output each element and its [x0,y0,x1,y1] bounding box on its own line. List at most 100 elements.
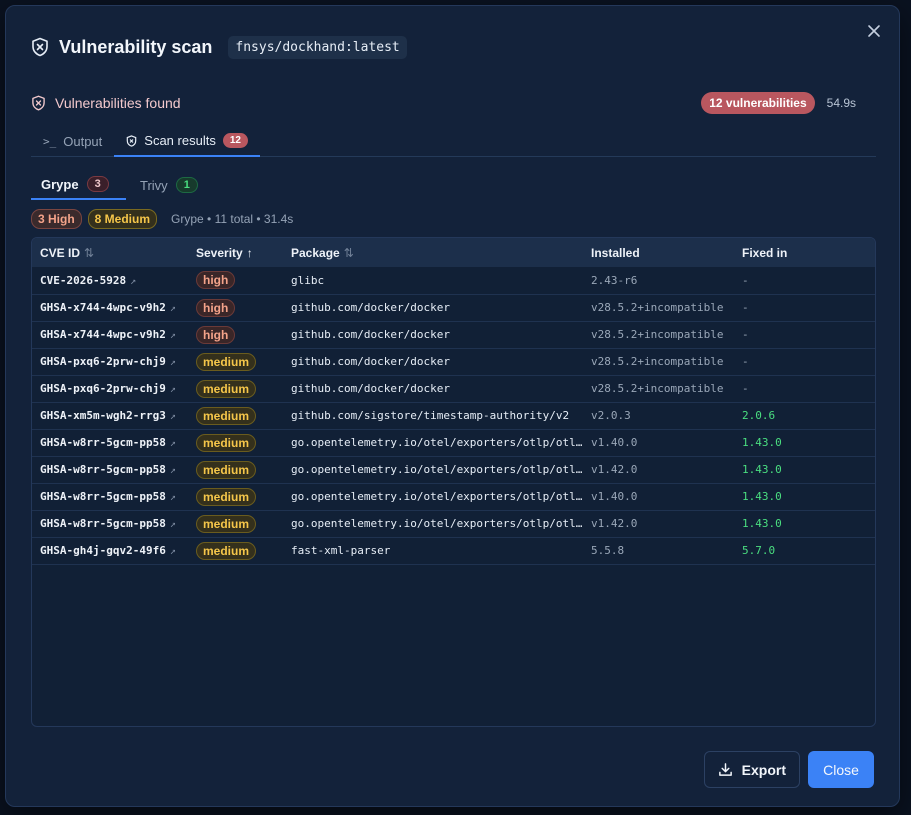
scan-status-row: Vulnerabilities found 12 vulnerabilities… [31,92,876,114]
cve-id-cell[interactable]: GHSA-w8rr-5gcm-pp58 ↗ [32,456,188,483]
cve-id-cell[interactable]: GHSA-gh4j-gqv2-49f6 ↗ [32,537,188,564]
cve-id[interactable]: GHSA-pxq6-2prw-chj9 [40,382,166,395]
grype-count: 3 [86,176,109,192]
severity-badge: high [196,271,236,290]
external-link-icon[interactable]: ↗ [169,465,176,476]
cve-id[interactable]: GHSA-w8rr-5gcm-pp58 [40,463,166,476]
severity-cell: medium [188,348,283,375]
external-link-icon[interactable]: ↗ [169,438,176,449]
table-row[interactable]: GHSA-w8rr-5gcm-pp58 ↗ medium go.opentelemet… [32,429,875,456]
cve-id-cell[interactable]: CVE-2026-5928 ↗ [32,267,188,294]
cve-id[interactable]: GHSA-x744-4wpc-v9h2 [40,301,166,314]
shield-icon [126,134,137,147]
scan-duration: 54.9s [826,96,856,110]
cve-id[interactable]: CVE-2026-5928 [40,273,127,287]
shield-x-icon [32,95,45,111]
installed-version-cell: v28.5.2+incompatible [591,301,724,314]
fixed-version-cell: - [742,382,749,395]
cve-id[interactable]: GHSA-w8rr-5gcm-pp58 [40,436,166,449]
column-severity-label: Severity [196,245,243,260]
package-cell: go.opentelemetry.io/otel/exporters/otlp/… [291,517,583,530]
external-link-icon[interactable]: ↗ [169,411,176,422]
table-row[interactable]: GHSA-x744-4wpc-v9h2 ↗ high github.com/docke… [32,294,875,321]
cve-id-cell[interactable]: GHSA-w8rr-5gcm-pp58 ↗ [32,483,188,510]
external-link-icon[interactable]: ↗ [169,303,176,314]
installed-version-cell: v28.5.2+incompatible [591,382,724,395]
column-installed-label: Installed [591,245,640,260]
external-link-icon[interactable]: ↗ [169,519,176,530]
severity-badge: medium [196,487,257,506]
package-cell: github.com/docker/docker [291,328,450,341]
cve-id[interactable]: GHSA-gh4j-gqv2-49f6 [40,544,166,557]
table-row[interactable]: GHSA-pxq6-2prw-chj9 ↗ medium github.com/doc… [32,375,875,402]
external-link-icon[interactable]: ↗ [169,330,176,341]
table-row[interactable]: GHSA-pxq6-2prw-chj9 ↗ medium github.com/doc… [32,348,875,375]
installed-version-cell: v28.5.2+incompatible [591,328,724,341]
sort-icon: ⇅ [343,245,354,260]
cve-id[interactable]: GHSA-w8rr-5gcm-pp58 [40,490,166,503]
fixed-version-cell: 2.0.6 [742,409,776,422]
image-name-chip: fnsys/dockhand:latest [228,35,407,59]
package-cell: go.opentelemetry.io/otel/exporters/otlp/… [291,463,583,476]
scan-results-count: 12 [222,133,248,148]
close-icon[interactable] [866,23,882,39]
fixed-version-cell: - [742,301,749,314]
cve-id-cell[interactable]: GHSA-x744-4wpc-v9h2 ↗ [32,321,188,348]
main-tabs: >_ Output Scan results 12 [31,126,876,157]
cve-id[interactable]: GHSA-w8rr-5gcm-pp58 [40,517,166,530]
medium-count-badge: 8 Medium [87,209,158,229]
external-link-icon[interactable]: ↗ [169,357,176,368]
severity-badge: medium [196,352,257,371]
severity-badge: medium [196,406,257,425]
table-row[interactable]: CVE-2026-5928 ↗ high glibc 2.43-r6 - [32,267,875,294]
cve-id-cell[interactable]: GHSA-x744-4wpc-v9h2 ↗ [32,294,188,321]
column-header-cve[interactable]: CVE ID ⇅ [32,238,188,267]
cve-id-cell[interactable]: GHSA-pxq6-2prw-chj9 ↗ [32,348,188,375]
tab-output[interactable]: >_ Output [31,126,114,156]
package-cell: github.com/docker/docker [291,301,450,314]
installed-version-cell: v1.42.0 [591,463,638,476]
external-link-icon[interactable]: ↗ [130,275,137,287]
severity-summary: 3 High 8 Medium Grype • 11 total • 31.4s [31,209,293,229]
table-row[interactable]: GHSA-x744-4wpc-v9h2 ↗ high github.com/docke… [32,321,875,348]
fixed-version-cell: 1.43.0 [742,463,782,476]
tab-trivy[interactable]: Trivy 1 [130,170,210,200]
status-label: Vulnerabilities found [55,95,181,111]
fixed-version-cell: - [742,328,749,341]
cve-id-cell[interactable]: GHSA-pxq6-2prw-chj9 ↗ [32,375,188,402]
export-button-label: Export [741,761,786,778]
severity-badge: medium [196,514,257,533]
external-link-icon[interactable]: ↗ [169,546,176,557]
cve-id[interactable]: GHSA-xm5m-wgh2-rrg3 [40,409,166,422]
package-cell: fast-xml-parser [291,544,391,557]
close-button[interactable]: Close [808,751,874,788]
external-link-icon[interactable]: ↗ [169,384,176,395]
severity-cell: medium [188,510,283,537]
cve-id[interactable]: GHSA-x744-4wpc-v9h2 [40,328,166,341]
cve-id-cell[interactable]: GHSA-w8rr-5gcm-pp58 ↗ [32,510,188,537]
table-row[interactable]: GHSA-xm5m-wgh2-rrg3 ↗ medium github.com/sig… [32,402,875,429]
export-button[interactable]: Export [703,751,800,788]
tab-grype[interactable]: Grype 3 [31,170,126,200]
sort-ascending-icon: ↑ [246,245,253,260]
cve-id-cell[interactable]: GHSA-xm5m-wgh2-rrg3 ↗ [32,402,188,429]
cve-id-cell[interactable]: GHSA-w8rr-5gcm-pp58 ↗ [32,429,188,456]
package-cell: glibc [291,273,325,287]
table-row[interactable]: GHSA-w8rr-5gcm-pp58 ↗ medium go.opentelemet… [32,483,875,510]
dialog-title: Vulnerability scan [59,36,213,57]
tab-scan-results-label: Scan results [144,133,216,148]
cve-id[interactable]: GHSA-pxq6-2prw-chj9 [40,355,166,368]
column-header-severity[interactable]: Severity ↑ [188,238,283,267]
severity-badge: high [196,298,236,317]
sort-icon: ⇅ [84,245,95,260]
table-row[interactable]: GHSA-w8rr-5gcm-pp58 ↗ medium go.opentelemet… [32,510,875,537]
table-row[interactable]: GHSA-gh4j-gqv2-49f6 ↗ medium fast-xml-parse… [32,537,875,564]
table-row[interactable]: GHSA-w8rr-5gcm-pp58 ↗ medium go.opentelemet… [32,456,875,483]
severity-cell: high [188,294,283,321]
external-link-icon[interactable]: ↗ [169,492,176,503]
column-header-package[interactable]: Package ⇅ [283,238,583,267]
package-cell: github.com/docker/docker [291,382,450,395]
scanner-tabs: Grype 3 Trivy 1 [31,170,210,201]
severity-badge: medium [196,433,257,452]
tab-scan-results[interactable]: Scan results 12 [114,126,260,157]
